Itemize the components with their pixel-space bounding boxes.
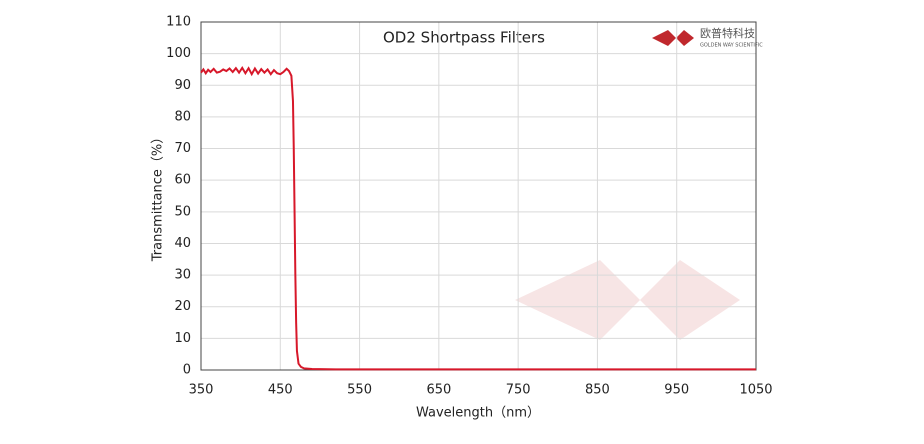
x-tick-label: 350 xyxy=(189,383,214,398)
chart-title: OD2 Shortpass Filters xyxy=(383,29,545,47)
y-tick-label: 10 xyxy=(174,331,191,346)
x-tick-label: 550 xyxy=(347,383,372,398)
x-tick-label: 950 xyxy=(664,383,689,398)
y-tick-label: 60 xyxy=(174,173,191,188)
x-tick-label: 650 xyxy=(426,383,451,398)
y-tick-label: 30 xyxy=(174,268,191,283)
x-tick-label: 1050 xyxy=(739,383,772,398)
y-tick-label: 100 xyxy=(166,46,191,61)
y-tick-label: 70 xyxy=(174,141,191,156)
x-axis-label: Wavelength（nm） xyxy=(416,406,540,421)
x-tick-label: 450 xyxy=(268,383,293,398)
x-tick-label: 750 xyxy=(506,383,531,398)
y-tick-label: 80 xyxy=(174,109,191,124)
logo-text: 欧普特科技 xyxy=(700,26,755,40)
watermark xyxy=(515,260,740,340)
y-tick-label: 110 xyxy=(166,15,191,30)
y-tick-label: 90 xyxy=(174,78,191,93)
data-line xyxy=(200,65,756,371)
y-axis-label: Transmittance（%） xyxy=(151,131,166,263)
y-tick-label: 0 xyxy=(183,363,191,378)
y-tick-label: 20 xyxy=(174,299,191,314)
y-tick-label: 40 xyxy=(174,236,191,251)
y-tick-label: 50 xyxy=(174,204,191,219)
logo-subtext: GOLDEN WAY SCIENTIFIC xyxy=(700,43,763,49)
logo: 欧普特科技 GOLDEN WAY SCIENTIFIC xyxy=(652,26,763,49)
x-tick-label: 850 xyxy=(585,383,610,398)
